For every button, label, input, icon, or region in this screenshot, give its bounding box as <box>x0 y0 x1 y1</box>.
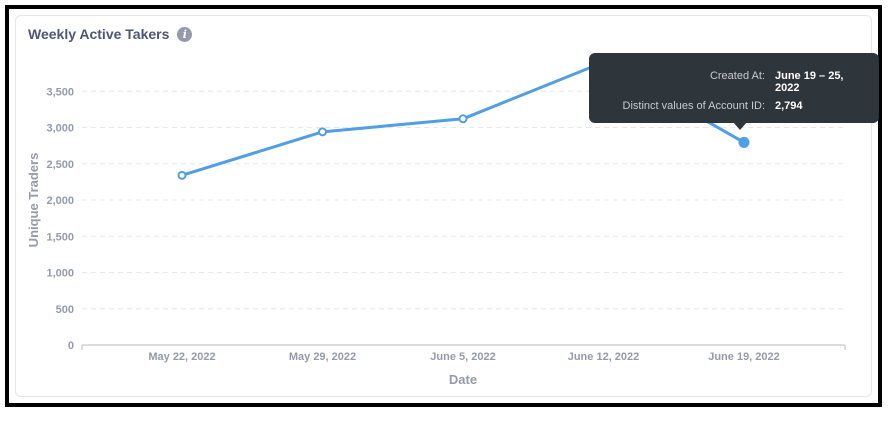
y-tick-label: 3,500 <box>46 86 74 98</box>
x-tick-label: June 5, 2022 <box>430 351 495 363</box>
x-tick-label: May 22, 2022 <box>148 351 215 363</box>
y-tick-label: 1,000 <box>46 268 74 280</box>
data-point-highlighted <box>738 136 750 148</box>
y-tick-label: 2,000 <box>46 195 74 207</box>
y-axis-title: Unique Traders <box>26 153 41 248</box>
tooltip-row-created: Created At: June 19 – 25, 2022 <box>589 70 867 94</box>
tooltip-pointer <box>733 122 747 130</box>
y-axis-ticks: 0 500 1,000 1,500 2,000 2,500 3,000 3,500 <box>46 86 74 352</box>
y-tick-label: 1,500 <box>46 231 74 243</box>
card-header: Weekly Active Takers i <box>28 26 193 42</box>
tooltip-row-count: Distinct values of Account ID: 2,794 <box>589 100 867 112</box>
x-axis-title: Date <box>449 372 477 387</box>
data-point <box>458 114 468 124</box>
x-tick-label: May 29, 2022 <box>289 351 356 363</box>
chart-title[interactable]: Weekly Active Takers <box>28 26 170 42</box>
info-icon[interactable]: i <box>177 26 193 42</box>
grid-lines <box>82 90 845 310</box>
x-axis-ticks: May 22, 2022 May 29, 2022 June 5, 2022 June… <box>81 345 846 363</box>
y-tick-label: 3,000 <box>46 123 74 135</box>
tooltip-value-count: 2,794 <box>775 100 803 112</box>
x-tick-label: June 19, 2022 <box>708 351 780 363</box>
x-tick-label: June 12, 2022 <box>568 351 640 363</box>
data-point <box>177 170 187 180</box>
tooltip-value-created: June 19 – 25, 2022 <box>775 70 844 94</box>
y-tick-label: 500 <box>56 304 74 316</box>
tooltip-label-created: Created At: <box>709 70 765 82</box>
data-point <box>318 127 327 137</box>
y-tick-label: 2,500 <box>46 159 74 171</box>
data-tooltip: Created At: June 19 – 25, 2022 Distinct … <box>589 53 879 123</box>
tooltip-label-count: Distinct values of Account ID: <box>622 100 765 112</box>
y-tick-label: 0 <box>68 340 74 352</box>
